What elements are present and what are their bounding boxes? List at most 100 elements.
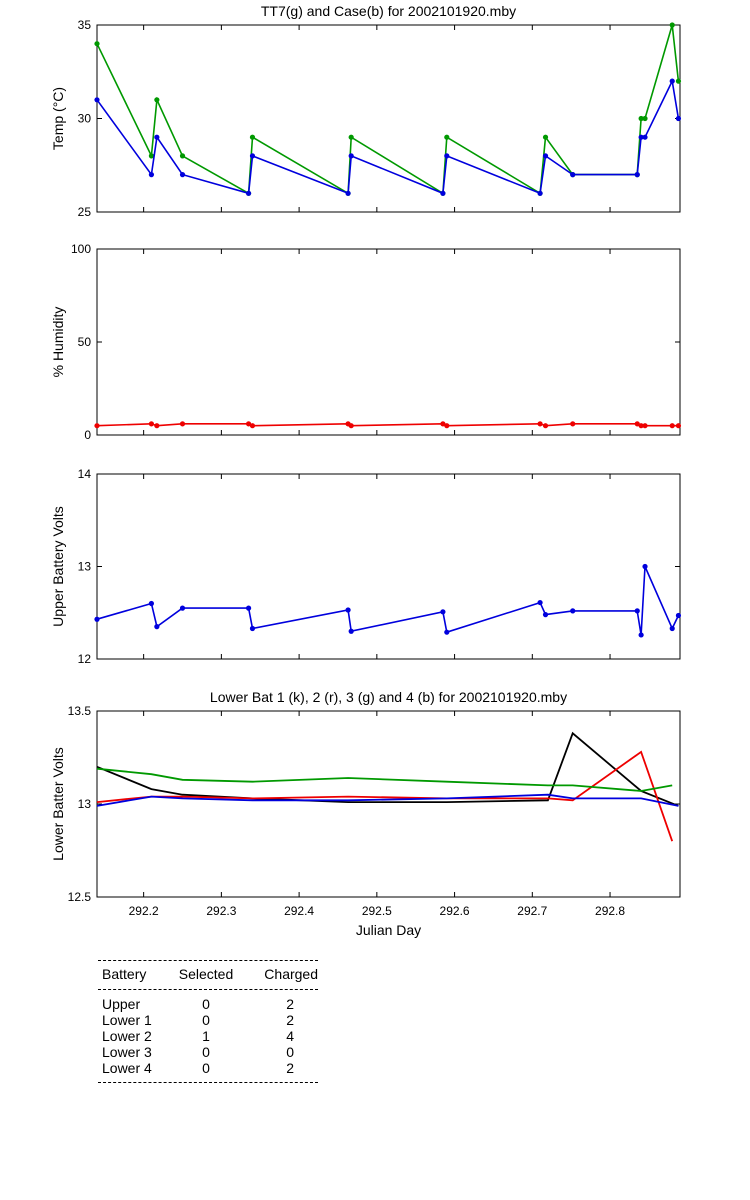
x-tick-label: 292.8 xyxy=(595,904,625,918)
data-point xyxy=(179,605,186,611)
data-point xyxy=(444,134,450,140)
data-point xyxy=(179,172,186,178)
data-point xyxy=(537,599,543,606)
data-point xyxy=(440,421,446,427)
panel-temp: 25 30 35 TT7(g) and Case(b) for 2002101920.… xyxy=(50,3,682,219)
data-point xyxy=(537,190,543,196)
x-tick-label: 292.4 xyxy=(284,904,314,918)
panel-humidity: 0 50 100 % Humidity xyxy=(50,242,682,442)
y-axis-label: % Humidity xyxy=(50,307,66,378)
series-line-lower-volts-3 xyxy=(96,767,673,792)
panel-lower-volts: 292.2 292.3 292.4 292.5 292.6 292.7 292.8 12.5 1… xyxy=(50,689,681,938)
x-tick-label: 292.7 xyxy=(517,904,547,918)
data-point xyxy=(245,605,252,611)
data-point xyxy=(440,609,446,615)
data-point xyxy=(154,624,160,630)
x-tick-label: 292.3 xyxy=(206,904,236,918)
y-tick-label: 13 xyxy=(78,560,92,574)
table-header-row: Battery Selected Charged xyxy=(98,961,318,989)
data-point xyxy=(675,423,682,429)
data-point xyxy=(345,607,351,613)
data-point xyxy=(154,97,160,103)
data-point xyxy=(537,421,543,427)
series-line-lower-volts-1 xyxy=(96,731,679,807)
data-point xyxy=(638,134,644,140)
cell-selected: 1 xyxy=(202,1028,210,1044)
table-row: Lower 1 0 2 xyxy=(98,1012,318,1028)
data-point xyxy=(542,612,549,618)
table-row: Lower 3 0 0 xyxy=(98,1044,318,1060)
y-tick-label: 12.5 xyxy=(68,890,92,904)
data-point xyxy=(675,78,682,84)
y-tick-label: 50 xyxy=(78,335,92,349)
header-battery: Battery xyxy=(102,966,147,982)
x-tick-label: 292.6 xyxy=(440,904,470,918)
data-point xyxy=(94,616,100,622)
data-point xyxy=(348,423,354,429)
x-tick-label: 292.2 xyxy=(129,904,159,918)
data-point xyxy=(669,78,675,84)
cell-selected: 0 xyxy=(202,1012,210,1028)
data-point xyxy=(154,134,160,140)
data-point xyxy=(669,22,675,28)
plot-frame xyxy=(96,24,681,213)
header-charged: Charged xyxy=(264,966,318,982)
data-point xyxy=(249,153,256,159)
y-tick-label: 30 xyxy=(78,112,92,126)
data-point xyxy=(638,423,644,429)
y-tick-label: 25 xyxy=(78,205,92,219)
data-point xyxy=(245,421,252,427)
data-point xyxy=(642,134,648,140)
cell-battery: Lower 4 xyxy=(102,1060,152,1076)
panel-upper-volts: 12 13 14 Upper Battery Volts xyxy=(50,467,682,666)
table-row: Upper 0 2 xyxy=(98,996,318,1012)
series-line-temp-TT7 xyxy=(96,24,680,195)
data-point xyxy=(570,172,576,178)
x-tick-label: 292.5 xyxy=(362,904,392,918)
data-point xyxy=(669,423,675,429)
data-point xyxy=(179,153,186,159)
y-tick-label: 13 xyxy=(78,797,92,811)
data-point xyxy=(444,153,450,159)
data-point xyxy=(348,628,354,634)
cell-charged: 2 xyxy=(286,1060,294,1076)
y-tick-label: 0 xyxy=(84,428,91,442)
table-row: Lower 2 1 4 xyxy=(98,1028,318,1044)
table-header-rule xyxy=(98,989,318,990)
cell-battery: Lower 2 xyxy=(102,1028,152,1044)
cell-battery: Upper xyxy=(102,996,141,1012)
data-point xyxy=(669,625,675,632)
data-point xyxy=(148,600,155,607)
data-point xyxy=(642,563,648,570)
y-axis-label: Lower Batter Volts xyxy=(50,747,66,861)
data-point xyxy=(675,612,682,619)
data-point xyxy=(94,41,100,47)
table-row: Lower 4 0 2 xyxy=(98,1060,318,1076)
y-tick-label: 100 xyxy=(71,242,91,256)
y-tick-label: 13.5 xyxy=(68,704,92,718)
series-line-lower-volts-2 xyxy=(96,750,674,842)
data-point xyxy=(444,629,450,635)
cell-charged: 4 xyxy=(286,1028,294,1044)
data-point xyxy=(638,632,644,638)
data-point xyxy=(94,97,100,103)
data-point xyxy=(542,134,549,140)
series-line-upper-volts-0 xyxy=(96,566,680,636)
cell-charged: 2 xyxy=(286,1012,294,1028)
data-point xyxy=(348,153,354,159)
data-point xyxy=(444,423,450,429)
y-axis-label: Temp (°C) xyxy=(50,87,66,150)
data-point xyxy=(148,421,155,427)
data-point xyxy=(570,608,576,614)
plot-frame xyxy=(96,473,681,660)
data-point xyxy=(570,421,576,427)
data-point xyxy=(542,423,549,429)
battery-table: Battery Selected Charged Upper 0 2 Lower… xyxy=(98,960,318,1083)
data-point xyxy=(638,115,644,122)
data-point xyxy=(148,172,155,178)
x-axis-label: Julian Day xyxy=(356,922,421,938)
cell-battery: Lower 3 xyxy=(102,1044,152,1060)
series-line-lower-volts-4 xyxy=(96,793,679,807)
chart-title: TT7(g) and Case(b) for 2002101920.mby xyxy=(261,3,516,19)
